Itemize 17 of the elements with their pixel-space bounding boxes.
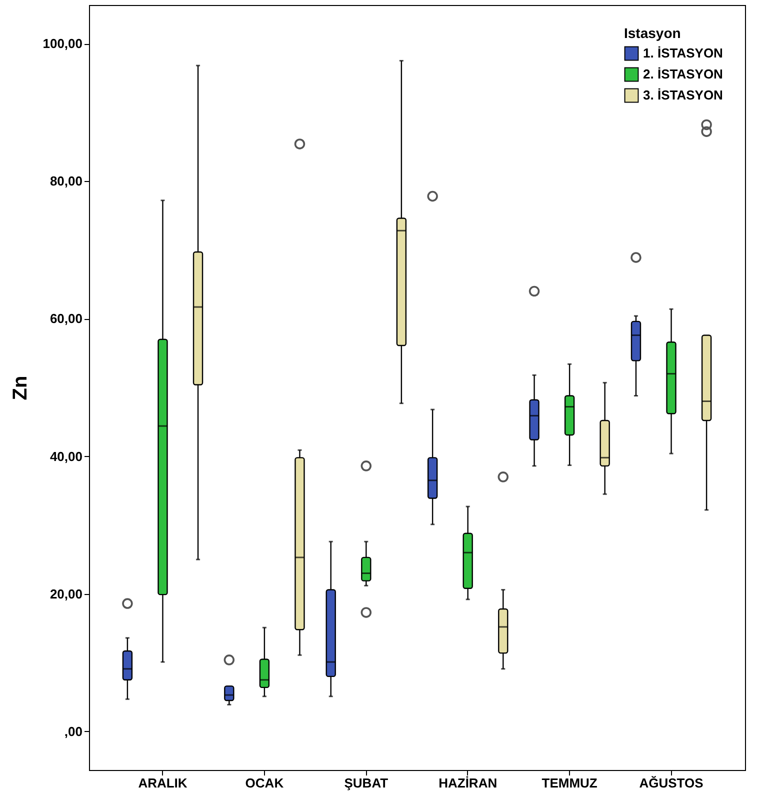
x-tick-label: ŞUBAT <box>344 776 388 790</box>
legend-title: Istasyon <box>624 25 681 41</box>
x-tick-label: AĞUSTOS <box>639 776 704 790</box>
y-axis-title: Zn <box>10 376 32 400</box>
y-tick-label: 40,00 <box>50 448 82 464</box>
y-tick-label: 100,00 <box>42 36 82 52</box>
legend-label: 3. İSTASYON <box>643 88 723 102</box>
legend-label: 2. İSTASYON <box>643 66 723 82</box>
y-tick-label: 60,00 <box>50 311 82 326</box>
x-tick-label: ARALIK <box>138 776 188 790</box>
legend-label: 1. İSTASYON <box>643 46 723 60</box>
y-tick-label: 20,00 <box>50 586 82 602</box>
x-tick-label: OCAK <box>245 776 284 790</box>
x-tick-label: TEMMUZ <box>542 776 598 790</box>
x-tick-label: HAZİRAN <box>438 776 498 790</box>
y-tick-label: ,00 <box>64 724 82 739</box>
y-tick-label: 80,00 <box>50 174 82 189</box>
